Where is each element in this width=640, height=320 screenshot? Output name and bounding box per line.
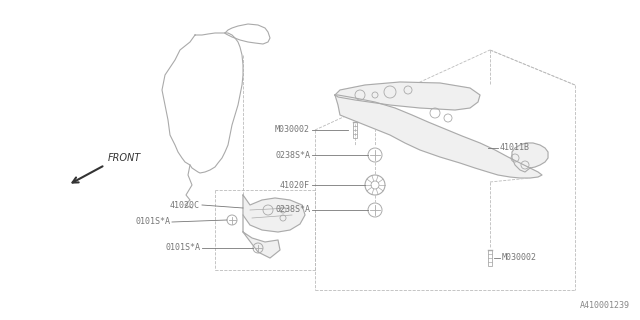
Polygon shape: [512, 143, 548, 172]
Polygon shape: [243, 195, 305, 232]
Text: 0238S*A: 0238S*A: [275, 150, 310, 159]
Polygon shape: [335, 82, 480, 110]
Text: M030002: M030002: [502, 253, 537, 262]
Text: A410001239: A410001239: [580, 301, 630, 310]
Text: 0101S*A: 0101S*A: [165, 244, 200, 252]
Text: 0238S*A: 0238S*A: [275, 205, 310, 214]
Bar: [353, 122, 357, 138]
Bar: [488, 250, 492, 266]
Polygon shape: [335, 95, 542, 178]
Polygon shape: [243, 215, 280, 258]
Text: FRONT: FRONT: [108, 153, 141, 163]
Text: 0101S*A: 0101S*A: [135, 218, 170, 227]
Text: 41020F: 41020F: [280, 180, 310, 189]
Text: 41020C: 41020C: [170, 201, 200, 210]
Text: M030002: M030002: [275, 125, 310, 134]
Text: 41011B: 41011B: [500, 143, 530, 153]
